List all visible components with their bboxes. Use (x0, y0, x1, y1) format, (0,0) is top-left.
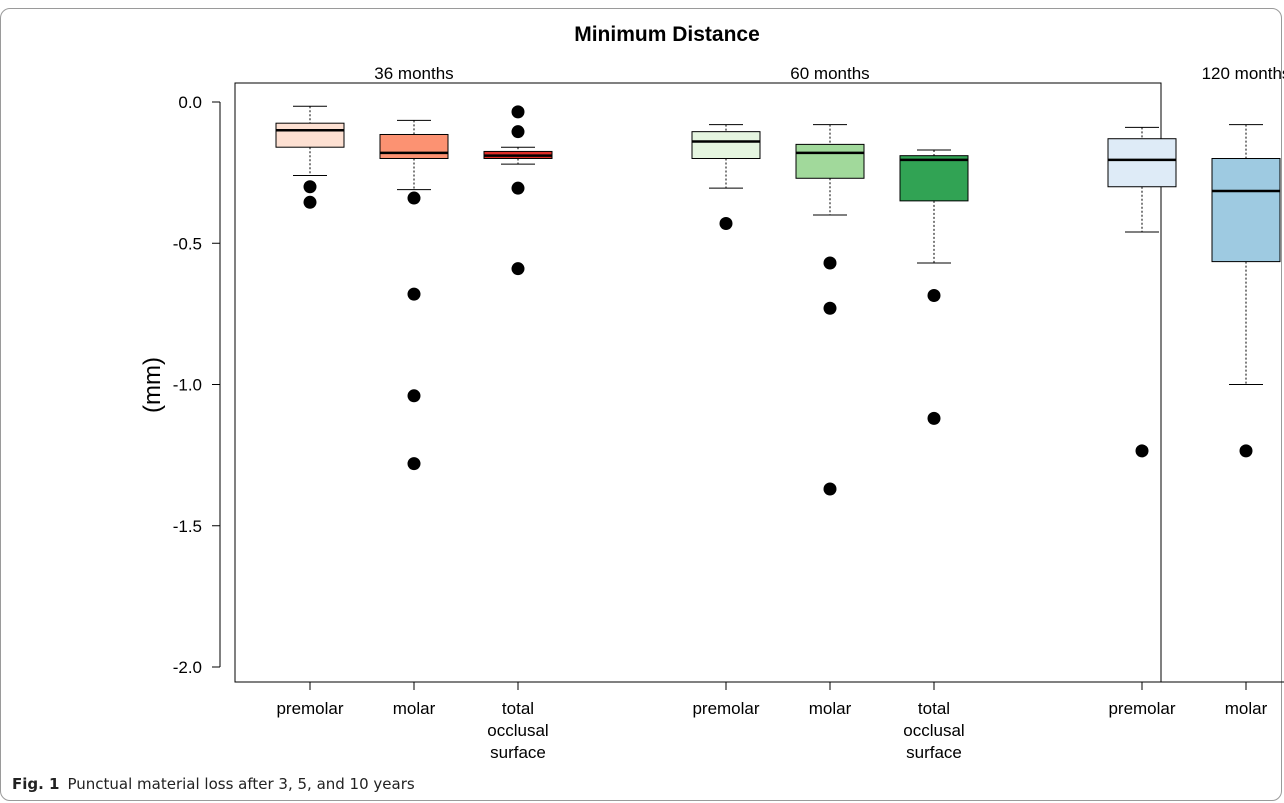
caption-text: Punctual material loss after 3, 5, and 1… (67, 775, 415, 793)
outlier-point (927, 411, 941, 425)
chart-title: Minimum Distance (574, 23, 760, 46)
caption-label: Fig. 1 (12, 775, 60, 793)
box-total-occlusal-surface: total occlusal surface (483, 105, 553, 762)
box-premolar: premolar (275, 105, 345, 718)
y-tick-label: -0.5 (173, 234, 202, 253)
x-tick-label-line: occlusal (903, 721, 964, 740)
box-iqr (795, 143, 865, 179)
outlier-point (511, 105, 525, 119)
outlier-point (511, 125, 525, 139)
figure-caption: Fig. 1 Punctual material loss after 3, 5,… (12, 775, 415, 793)
outlier-point (927, 289, 941, 303)
box-iqr (379, 133, 449, 160)
x-tick-label-line: surface (490, 743, 546, 762)
y-axis-label: (mm) (139, 357, 166, 413)
y-tick-label: -1.5 (173, 517, 202, 536)
x-tick-label: total occlusal surface (487, 699, 548, 762)
outlier-point (719, 216, 733, 230)
box-groups: 36 months premolar molar total occlusal surfa… (275, 64, 1284, 762)
y-tick-label: -1.0 (173, 376, 202, 395)
outlier-point (407, 389, 421, 403)
x-tick-label: molar (393, 699, 436, 718)
box-total-occlusal-surface: total occlusal surface (899, 149, 969, 762)
box-iqr (691, 131, 761, 160)
group-label: 120 months (1202, 64, 1284, 83)
x-tick-label: premolar (276, 699, 343, 718)
x-tick-label-line: molar (393, 699, 436, 718)
outlier-point (1135, 444, 1149, 458)
x-tick-label: total occlusal surface (903, 699, 964, 762)
outlier-point (407, 287, 421, 301)
box-molar: molar (795, 124, 865, 718)
x-tick-label-line: total (502, 699, 534, 718)
outlier-point (823, 482, 837, 496)
outlier-point (407, 457, 421, 471)
x-tick-label-line: premolar (1108, 699, 1175, 718)
x-tick-label-line: surface (906, 743, 962, 762)
x-tick-label-line: molar (809, 699, 852, 718)
outlier-point (303, 195, 317, 209)
x-tick-label-line: premolar (276, 699, 343, 718)
box-iqr (1211, 158, 1281, 263)
box-iqr (275, 122, 345, 148)
group-label: 60 months (790, 64, 869, 83)
outlier-point (511, 181, 525, 195)
x-tick-label: molar (809, 699, 852, 718)
box-premolar: premolar (1107, 126, 1177, 718)
figure-frame (0, 8, 1282, 801)
outlier-point (303, 180, 317, 194)
box-iqr (1107, 138, 1177, 188)
box-group: 60 months premolar molar total occlusal surfa… (691, 64, 969, 762)
x-tick-label-line: molar (1225, 699, 1268, 718)
x-tick-label-line: premolar (692, 699, 759, 718)
y-tick-label: -2.0 (173, 658, 202, 677)
y-axis: 0.0 -0.5 -1.0 -1.5 -2.0 (173, 93, 221, 677)
plot-frame (234, 82, 1162, 683)
box-molar: molar (1211, 124, 1281, 718)
box-molar: molar (379, 119, 449, 718)
box-group: 36 months premolar molar total occlusal surfa… (275, 64, 553, 762)
y-tick-label: 0.0 (178, 93, 202, 112)
outlier-point (1239, 444, 1253, 458)
box-group: 120 monthspremolarmolartotalocclusalsurf… (1107, 64, 1284, 718)
x-tick-label: molar (1225, 699, 1268, 718)
x-tick-label-line: total (918, 699, 950, 718)
box-premolar: premolar (691, 124, 761, 718)
x-tick-label: premolar (692, 699, 759, 718)
group-label: 36 months (374, 64, 453, 83)
outlier-point (407, 191, 421, 205)
x-tick-label: premolar (1108, 699, 1175, 718)
x-tick-label-line: occlusal (487, 721, 548, 740)
outlier-point (823, 301, 837, 315)
box-iqr (899, 155, 969, 202)
outlier-point (823, 256, 837, 270)
outlier-point (511, 262, 525, 276)
